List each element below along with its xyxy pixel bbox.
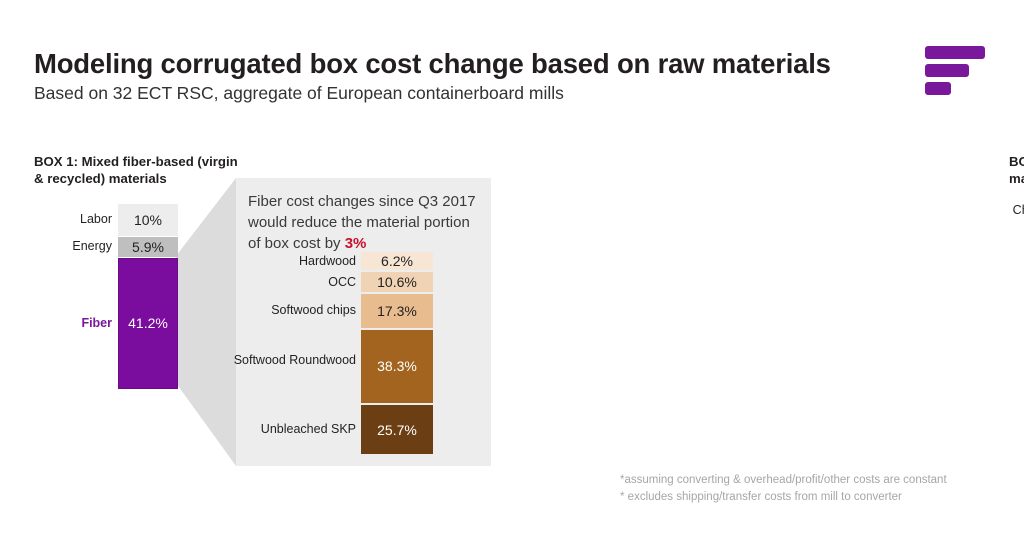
panel-box2: BOX 2: 100% recycled fiber-based materia… xyxy=(500,0,1024,536)
fastmarkets-logo xyxy=(925,46,989,98)
footnotes: *assuming converting & overhead/profit/o… xyxy=(620,472,1000,506)
box1-heading: BOX 1: Mixed fiber-based (virgin & recyc… xyxy=(34,154,238,186)
box1-fiber-segment-1: 10.6% xyxy=(361,272,433,293)
box1-cost-segment-value-1: 5.9% xyxy=(132,238,164,255)
box1-fiber-segment-3: 38.3% xyxy=(361,329,433,404)
panel-box1: BOX 1: Mixed fiber-based (virgin & recyc… xyxy=(0,0,500,536)
box1-fiber-label-1: OCC xyxy=(328,274,356,289)
box1-fiber-label-0: Hardwood xyxy=(299,253,356,268)
page-title: Modeling corrugated box cost change base… xyxy=(34,48,831,79)
box1-funnel-wedge xyxy=(176,178,238,466)
box1-cost-label-0: Labor xyxy=(80,212,112,227)
box1-fiber-segment-value-3: 38.3% xyxy=(377,358,417,375)
box1-fiber-segment-4: 25.7% xyxy=(361,405,433,455)
box1-fiber-segment-0: 6.2% xyxy=(361,252,433,270)
box1-cost-segment-value-0: 10% xyxy=(133,211,163,228)
box1-cost-segment-value-2: 41.2% xyxy=(128,315,168,332)
box1-cost-segment-1: 5.9% xyxy=(118,236,178,257)
box1-fiber-segment-value-2: 17.3% xyxy=(377,302,417,319)
logo-bar-top xyxy=(925,46,985,59)
box1-fiber-segment-value-1: 10.6% xyxy=(377,274,417,291)
box1-cost-segment-2: 41.2% xyxy=(118,257,178,389)
box1-fiber-segment-value-0: 6.2% xyxy=(381,253,413,269)
box1-callout-card: Fiber cost changes since Q3 2017 would r… xyxy=(234,178,491,466)
box1-callout-highlight: 3% xyxy=(344,235,367,252)
box1-fiber-label-4: Unbleached SKP xyxy=(260,422,356,437)
box1-cost-label-1: Energy xyxy=(72,239,112,254)
box1-callout-text: Fiber cost changes since Q3 2017 would r… xyxy=(248,191,482,254)
box1-cost-segment-0: 10% xyxy=(118,204,178,236)
box1-fiber-label-3: Softwood Roundwood xyxy=(233,352,356,367)
box1-fiber-segment-value-4: 25.7% xyxy=(377,421,417,438)
footnote-2: * excludes shipping/transfer costs from … xyxy=(620,491,902,503)
box2-cost-label-1: Labor xyxy=(995,228,1024,242)
box1-cost-label-2: Fiber xyxy=(81,315,112,330)
page-subtitle: Based on 32 ECT RSC, aggregate of Europe… xyxy=(34,83,564,103)
box1-fiber-label-2: Softwood chips xyxy=(271,303,356,318)
box2-heading: BOX 2: 100% recycled fiber-based materia… xyxy=(1009,154,1024,186)
footnote-1: *assuming converting & overhead/profit/o… xyxy=(620,474,947,486)
box1-fiber-segment-2: 17.3% xyxy=(361,294,433,328)
box2-cost-label-3: Fiber xyxy=(995,313,1024,327)
box2-cost-label-0: Chemicals/other xyxy=(1012,202,1024,217)
logo-bar-bottom xyxy=(925,82,951,95)
logo-bar-middle xyxy=(925,64,969,77)
box2-cost-label-2: Energy xyxy=(995,261,1024,275)
box1-callout-prefix: Fiber cost changes since Q3 2017 would r… xyxy=(248,193,476,252)
